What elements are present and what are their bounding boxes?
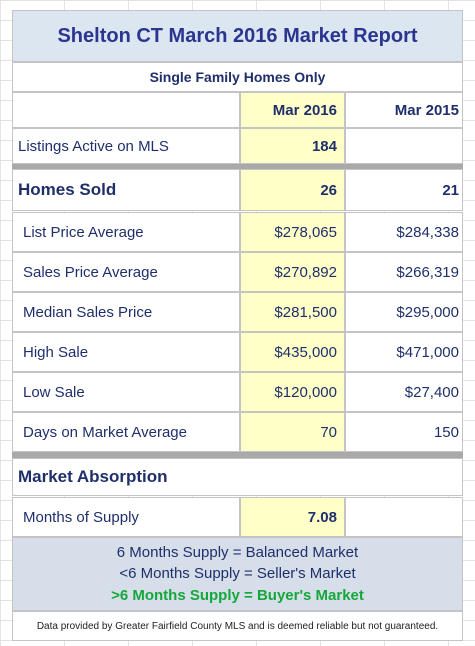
value: $266,319 [345,252,463,292]
separator [12,164,463,169]
row-label: Sales Price Average [12,252,240,292]
value: $284,338 [345,212,463,252]
value: 7.08 [240,497,345,537]
subtitle: Single Family Homes Only [12,62,463,92]
row-label: Months of Supply [12,497,240,537]
header-blank [12,92,240,128]
notes: 6 Months Supply = Balanced Market <6 Mon… [12,537,463,611]
value: 184 [240,128,345,164]
note: >6 Months Supply = Buyer's Market [111,586,364,604]
row-label: Median Sales Price [12,292,240,332]
row-label: Days on Market Average [12,412,240,452]
row-label: List Price Average [12,212,240,252]
footer: Data provided by Greater Fairfield Count… [12,611,463,641]
value: 26 [240,169,345,211]
value: 150 [345,412,463,452]
row-label: High Sale [12,332,240,372]
row-label: Homes Sold [12,169,240,211]
empty-cell [345,128,463,164]
row-label: Listings Active on MLS [12,128,240,164]
value: $270,892 [240,252,345,292]
value: $27,400 [345,372,463,412]
separator [12,452,463,458]
note: 6 Months Supply = Balanced Market [116,544,359,562]
column-header: Mar 2015 [345,92,463,128]
value: $281,500 [240,292,345,332]
column-header: Mar 2016 [240,92,345,128]
value: 21 [345,169,463,211]
value: 70 [240,412,345,452]
value: $120,000 [240,372,345,412]
value: $471,000 [345,332,463,372]
empty-cell [345,497,463,537]
value: $278,065 [240,212,345,252]
note: <6 Months Supply = Seller's Market [119,565,356,583]
value: $435,000 [240,332,345,372]
row-label: Low Sale [12,372,240,412]
section-title: Market Absorption [12,458,463,496]
title: Shelton CT March 2016 Market Report [12,10,463,62]
value: $295,000 [345,292,463,332]
